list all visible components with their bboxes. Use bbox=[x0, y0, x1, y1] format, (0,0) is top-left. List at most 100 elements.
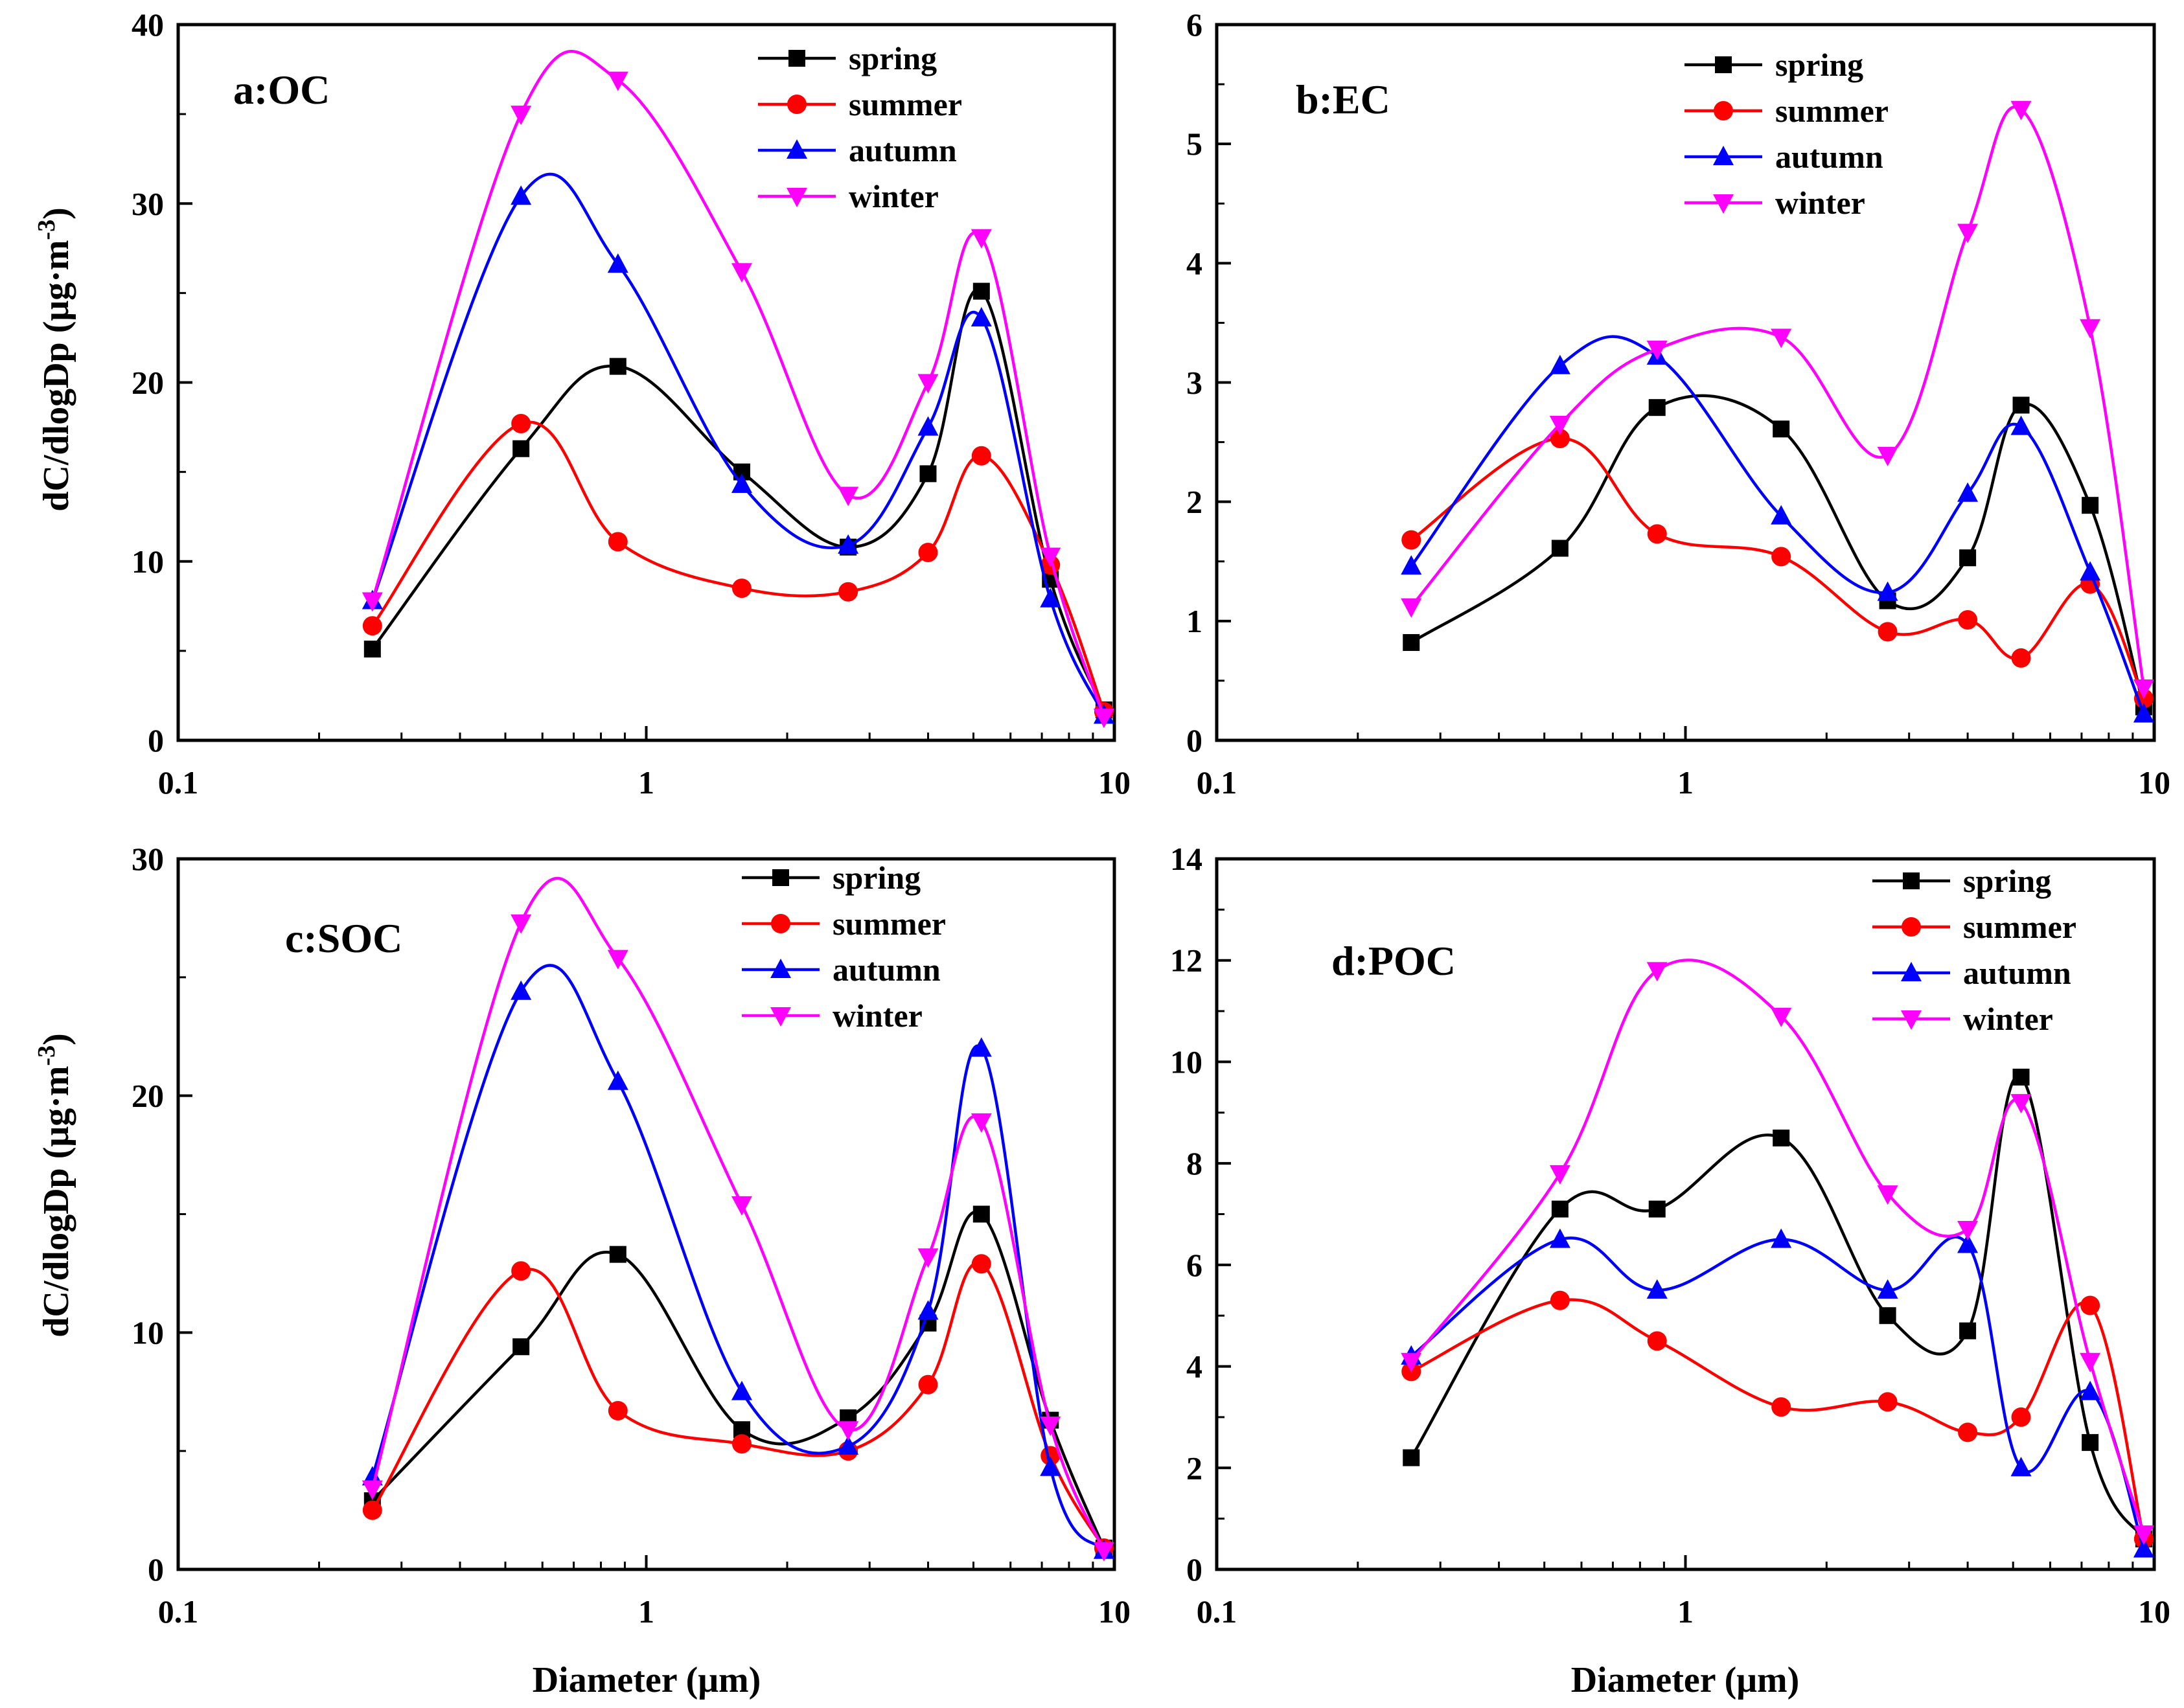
data-point-summer bbox=[1878, 1392, 1898, 1412]
data-point-autumn bbox=[731, 473, 752, 493]
y-tick-label: 20 bbox=[132, 1078, 164, 1114]
data-point-spring bbox=[1773, 420, 1790, 438]
y-tick-label: 40 bbox=[132, 6, 164, 43]
x-tick-label: 0.1 bbox=[158, 764, 199, 801]
data-point-winter bbox=[362, 592, 383, 612]
y-axis-title-top: dC/dlogDp (μg·m-3) bbox=[33, 207, 76, 511]
x-tick-label: 1 bbox=[1677, 764, 1694, 801]
data-point-autumn bbox=[607, 1070, 628, 1090]
x-tick-label: 10 bbox=[2138, 1593, 2170, 1630]
data-point-spring bbox=[1959, 1322, 1977, 1339]
data-point-autumn bbox=[2133, 1538, 2154, 1558]
data-point-spring bbox=[972, 282, 990, 300]
legend-label-winter: winter bbox=[849, 178, 939, 214]
data-point-autumn bbox=[1646, 1279, 1668, 1299]
data-point-summer bbox=[971, 1254, 991, 1274]
x-tick-label: 1 bbox=[638, 764, 654, 801]
data-point-spring bbox=[1551, 540, 1569, 557]
data-point-winter bbox=[917, 374, 939, 394]
legend-marker-summer bbox=[787, 95, 807, 114]
data-point-summer bbox=[362, 1500, 382, 1520]
legend-label-spring: spring bbox=[833, 860, 921, 896]
data-point-winter bbox=[917, 1248, 939, 1268]
legend-marker-summer bbox=[1902, 917, 1921, 937]
y-tick-label: 1 bbox=[1186, 603, 1202, 639]
data-point-winter bbox=[1401, 1352, 1422, 1372]
data-point-winter bbox=[838, 1421, 859, 1441]
y-tick-label: 30 bbox=[132, 185, 164, 222]
y-tick-label: 10 bbox=[132, 543, 164, 580]
data-point-autumn bbox=[971, 1037, 992, 1057]
data-point-summer bbox=[918, 542, 938, 562]
data-point-autumn bbox=[1549, 1228, 1570, 1248]
data-point-autumn bbox=[511, 980, 532, 1000]
data-point-autumn bbox=[838, 534, 859, 554]
series-line-summer bbox=[1410, 437, 2145, 700]
data-point-autumn bbox=[1957, 482, 1979, 502]
legend-marker-autumn bbox=[1713, 146, 1734, 165]
data-point-winter bbox=[971, 1113, 992, 1133]
data-point-winter bbox=[1093, 709, 1114, 729]
y-tick-label: 5 bbox=[1186, 126, 1202, 162]
data-point-autumn bbox=[1040, 587, 1061, 608]
data-point-autumn bbox=[1040, 1456, 1061, 1476]
data-point-autumn bbox=[917, 1300, 939, 1320]
legend-marker-winter bbox=[787, 188, 807, 207]
legend-label-autumn: autumn bbox=[1963, 955, 2071, 991]
data-point-summer bbox=[1771, 1397, 1791, 1417]
data-point-autumn bbox=[2010, 415, 2032, 435]
data-point-autumn bbox=[2080, 1380, 2101, 1400]
chart-panel-1: 0 10 20 30 40 0.1 1 10 a:OC spring summer autumn win… bbox=[132, 6, 1131, 801]
x-tick-label: 10 bbox=[1098, 764, 1131, 801]
y-tick-label: 8 bbox=[1186, 1145, 1202, 1181]
data-point-spring bbox=[512, 440, 530, 457]
x-tick-label: 10 bbox=[2138, 764, 2170, 801]
data-point-winter bbox=[1549, 415, 1570, 435]
data-point-winter bbox=[607, 71, 628, 91]
data-point-summer bbox=[608, 1401, 628, 1421]
data-point-winter bbox=[1401, 598, 1422, 618]
data-point-winter bbox=[1877, 446, 1898, 466]
y-tick-label: 2 bbox=[1186, 484, 1202, 520]
legend-label-winter: winter bbox=[833, 997, 923, 1034]
series-line-autumn bbox=[1410, 335, 2145, 715]
data-point-summer bbox=[1958, 609, 1978, 630]
series-line-autumn bbox=[1410, 1235, 2146, 1550]
data-point-winter bbox=[1957, 1221, 1979, 1241]
y-tick-label: 0 bbox=[148, 722, 164, 758]
legend-marker-spring bbox=[788, 50, 805, 67]
data-point-winter bbox=[731, 263, 752, 283]
data-point-summer bbox=[731, 1434, 752, 1454]
chart-panel-3: 0 10 20 30 0.1 1 10 c:SOC spring summer autumn wint… bbox=[132, 841, 1131, 1630]
data-point-summer bbox=[2080, 1295, 2100, 1315]
data-point-spring bbox=[609, 1246, 626, 1263]
data-point-winter bbox=[971, 229, 992, 249]
data-point-spring bbox=[1403, 633, 1420, 651]
data-point-winter bbox=[2080, 319, 2101, 339]
data-point-summer bbox=[1771, 547, 1791, 567]
legend-label-spring: spring bbox=[1963, 863, 2051, 899]
legend-label-winter: winter bbox=[1775, 185, 1865, 221]
data-point-spring bbox=[2012, 1068, 2030, 1086]
data-point-autumn bbox=[2133, 703, 2154, 723]
data-point-spring bbox=[609, 358, 626, 375]
data-point-winter bbox=[2010, 100, 2032, 120]
data-point-winter bbox=[2010, 1094, 2032, 1114]
data-point-autumn bbox=[1401, 555, 1422, 575]
data-point-autumn bbox=[1771, 1228, 1792, 1248]
legend-label-spring: spring bbox=[1775, 47, 1863, 83]
data-point-spring bbox=[2082, 1434, 2099, 1452]
data-point-winter bbox=[1646, 340, 1668, 360]
y-tick-label: 0 bbox=[1186, 1551, 1202, 1588]
y-tick-label: 4 bbox=[1186, 245, 1202, 281]
data-point-spring bbox=[919, 465, 937, 483]
chart-panel-2: 0 1 2 3 4 5 6 0.1 1 10 b:EC spring summer autumn winte… bbox=[1186, 6, 2170, 801]
data-point-summer bbox=[838, 582, 858, 602]
data-point-summer bbox=[1878, 622, 1898, 642]
data-point-winter bbox=[1040, 1416, 1061, 1436]
data-point-spring bbox=[512, 1338, 530, 1356]
data-point-winter bbox=[362, 1480, 383, 1500]
data-point-summer bbox=[1550, 1290, 1570, 1310]
legend-label-autumn: autumn bbox=[833, 951, 941, 988]
